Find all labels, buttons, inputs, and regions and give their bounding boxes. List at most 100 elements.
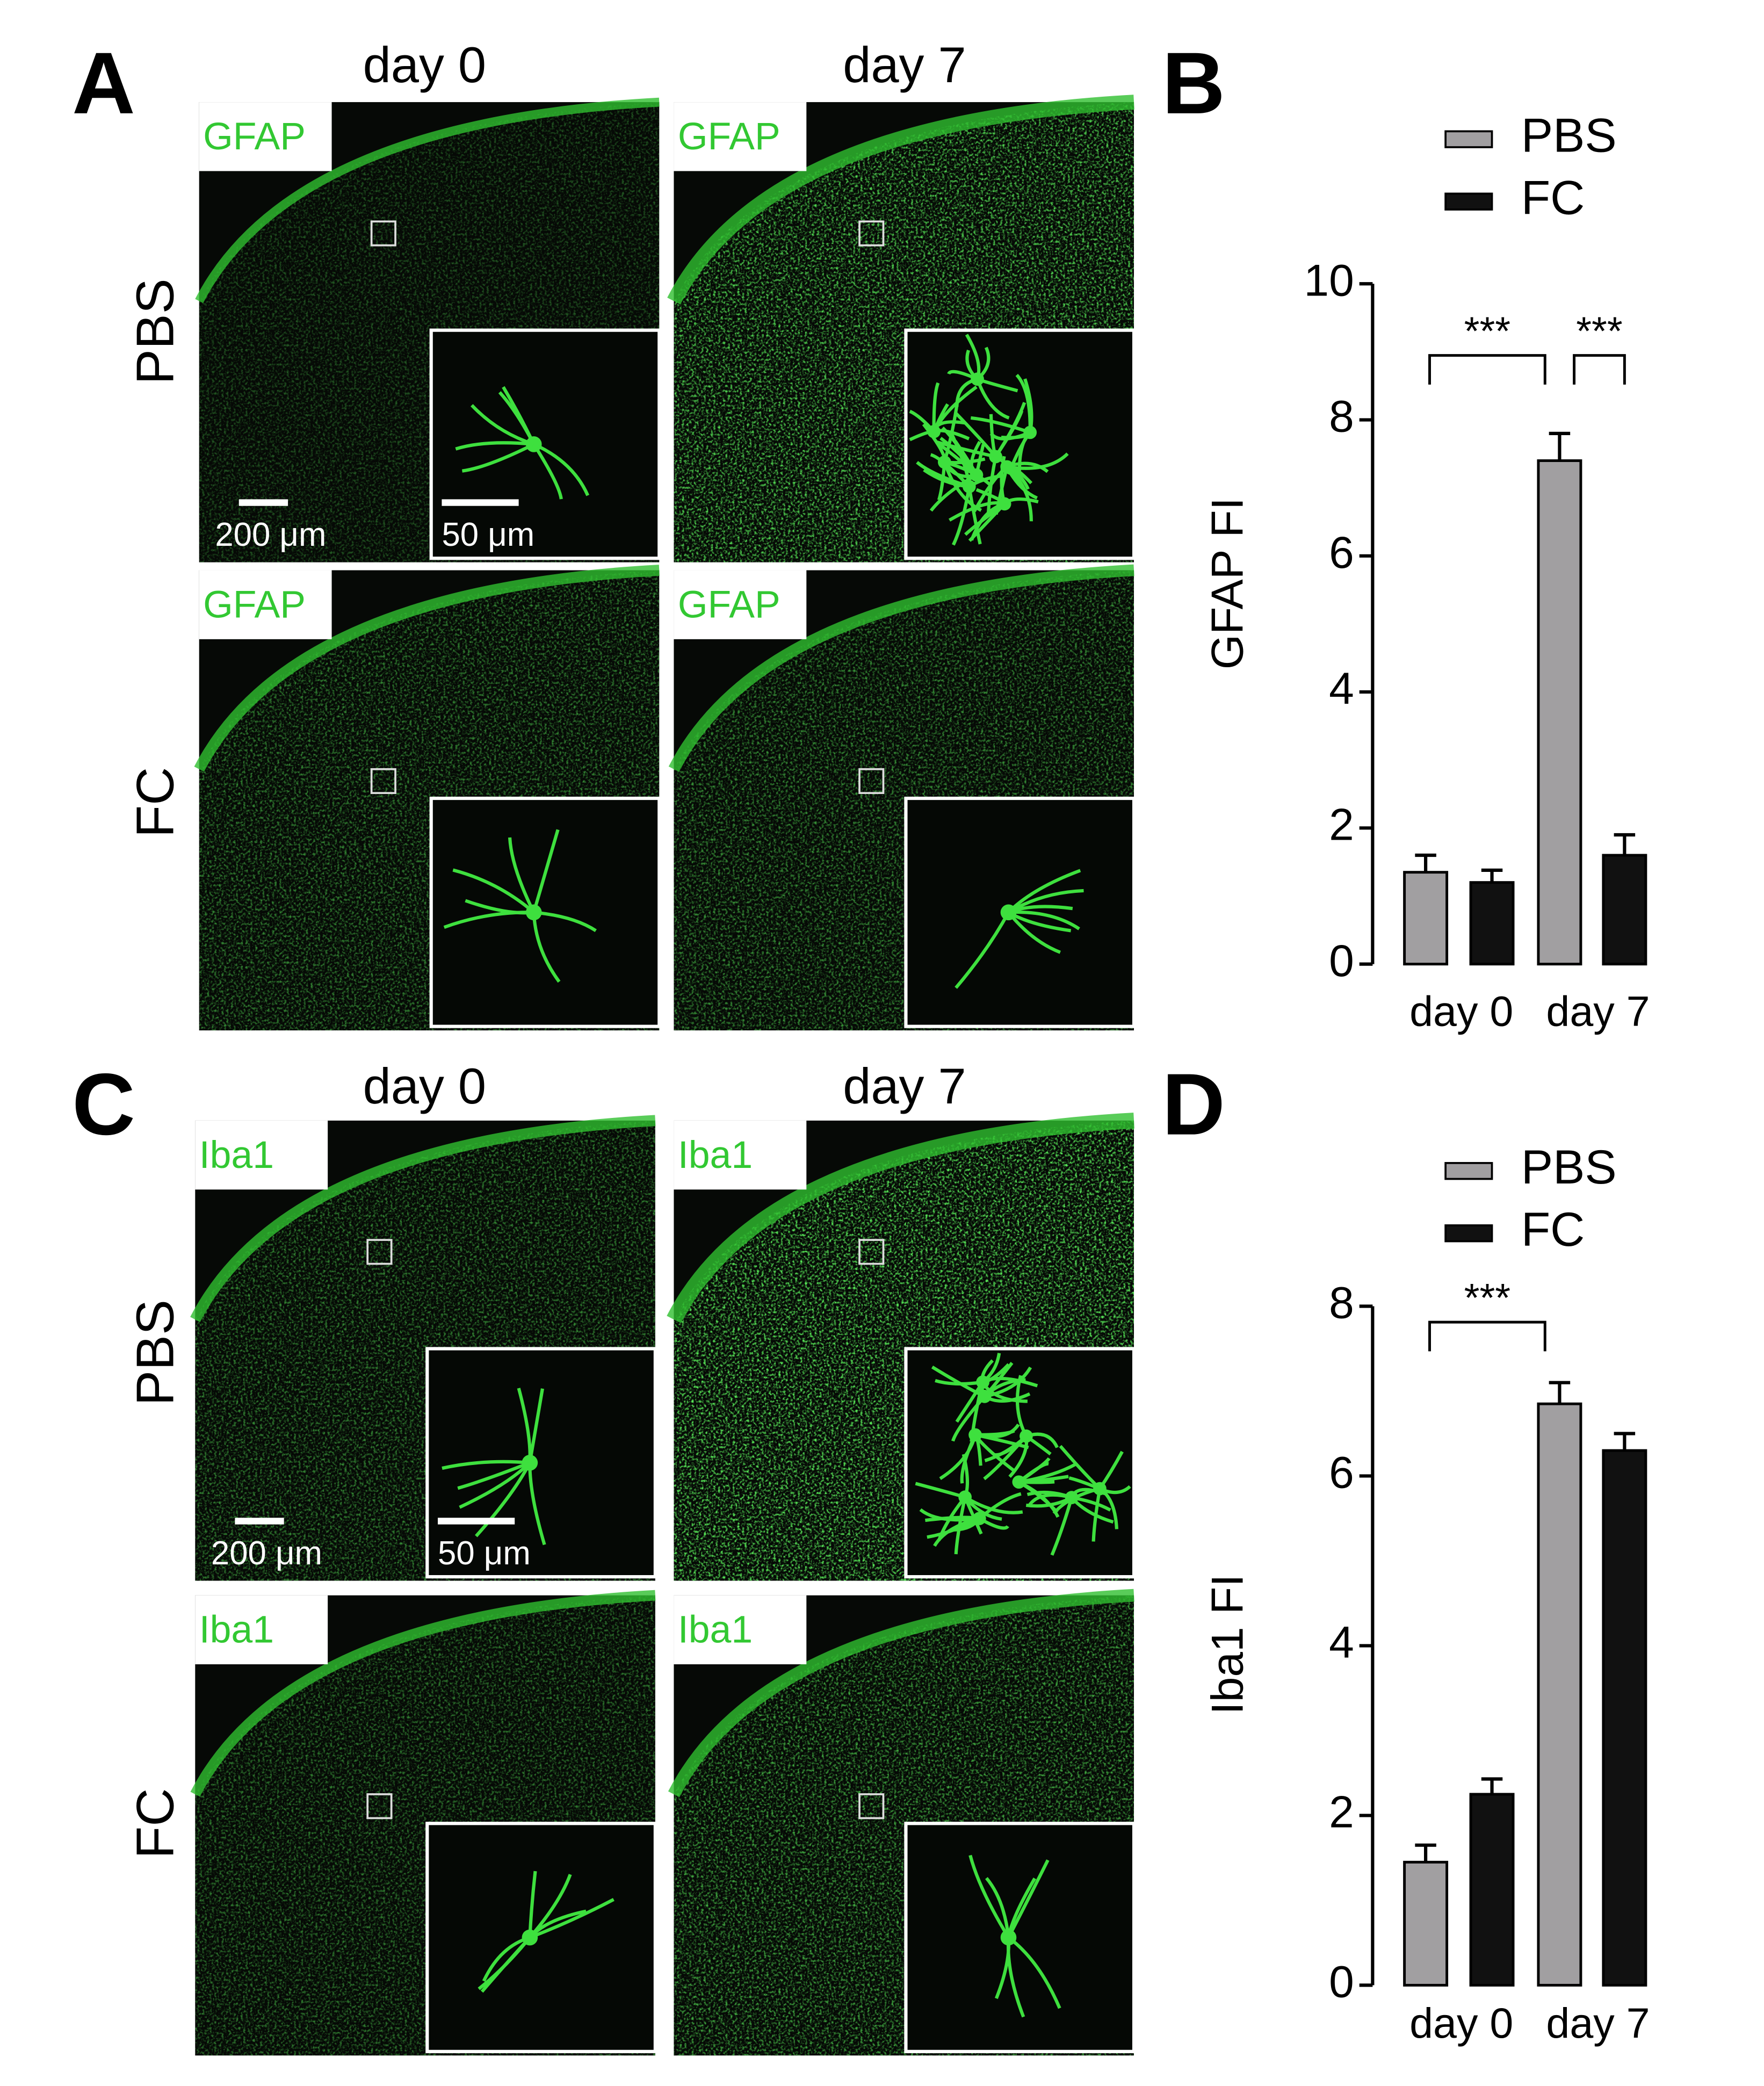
inset — [904, 1822, 1136, 2053]
stain-label: GFAP — [203, 583, 306, 626]
cell-process — [983, 1362, 1014, 1398]
cell-process — [955, 412, 997, 458]
cell-process — [964, 1496, 1023, 1514]
scale-bar-label: 50 μm — [442, 516, 534, 553]
cell-process — [955, 377, 978, 407]
cell-process — [967, 486, 982, 545]
x-tick-label: day 0 — [1409, 987, 1513, 1035]
label-box — [199, 570, 332, 639]
y-tick-label: 8 — [1329, 391, 1354, 442]
cell-process — [502, 386, 536, 445]
y-axis-label: GFAP FI — [1202, 497, 1252, 669]
cell-process — [461, 443, 535, 473]
tissue-edge — [190, 1590, 656, 1797]
x-tick-label: day 7 — [1546, 987, 1650, 1035]
cell-process — [983, 1435, 1028, 1481]
cell-process — [1098, 1450, 1124, 1490]
label-box — [674, 1120, 807, 1190]
micrograph: Iba1 — [190, 1590, 657, 2056]
legend-swatch — [1444, 192, 1493, 211]
micrograph: Iba1 — [667, 1113, 1136, 1581]
cell-process — [1015, 1375, 1028, 1437]
cell-process — [937, 462, 946, 501]
cell-process — [985, 1876, 1010, 1938]
cell-process — [528, 1388, 544, 1463]
cell-process — [529, 1897, 614, 1939]
x-tick-label: day 0 — [1409, 1999, 1513, 2047]
zoom-marker — [370, 768, 396, 795]
cell-process — [932, 382, 940, 432]
cell-process — [943, 401, 959, 463]
zoom-marker — [366, 1239, 393, 1265]
tissue-edge — [194, 565, 660, 772]
cell-process — [951, 486, 971, 546]
cell-process — [978, 1517, 1009, 1530]
label-box — [199, 102, 332, 171]
micrograph: Iba1 200 μm 50 μm — [190, 1115, 657, 1581]
cell-process — [943, 461, 974, 478]
legend-swatch — [1444, 1224, 1493, 1243]
bar — [1403, 871, 1449, 966]
cell-process — [1098, 1487, 1119, 1529]
cell-process — [459, 1461, 531, 1509]
cell-process — [981, 1381, 1028, 1403]
column-header: day 7 — [843, 37, 966, 93]
y-axis-label: Iba1 FI — [1202, 1574, 1252, 1714]
stain-label: GFAP — [678, 115, 780, 158]
column-header: day 0 — [363, 1058, 486, 1114]
label-box — [195, 1120, 328, 1190]
cell-process — [922, 423, 946, 463]
row-header: FC — [126, 767, 185, 838]
cell-process — [1023, 378, 1033, 433]
column-header: day 0 — [363, 37, 486, 93]
cell-process — [976, 347, 991, 381]
legend-label: FC — [1521, 1203, 1585, 1256]
y-tick-label: 8 — [1329, 1277, 1354, 1328]
cell-process — [961, 1454, 970, 1498]
cell-process — [532, 443, 563, 500]
cell-process — [1007, 1859, 1050, 1938]
column-header: day 7 — [843, 1058, 966, 1114]
scale-bar-label: 200 μm — [215, 516, 326, 553]
legend-label: PBS — [1521, 109, 1617, 162]
row-header: PBS — [126, 278, 185, 385]
stain-label: GFAP — [678, 583, 780, 626]
y-tick-label: 10 — [1304, 255, 1354, 305]
cell-process — [975, 1429, 1015, 1437]
cell-process — [968, 1854, 1010, 1939]
cell-process — [915, 1482, 966, 1499]
cell-process — [964, 1496, 1002, 1521]
scale-bar-label: 50 μm — [438, 1535, 531, 1572]
cell-process — [935, 440, 996, 458]
scale-bar-label: 200 μm — [211, 1535, 322, 1572]
cell-process — [1007, 1936, 1061, 2009]
cell-process — [443, 911, 534, 929]
stain-label: Iba1 — [199, 1134, 274, 1176]
legend-label: PBS — [1521, 1141, 1617, 1194]
bar — [1602, 1449, 1647, 1987]
cell-process — [1070, 1488, 1107, 1498]
cell-process — [452, 868, 535, 914]
cell-process — [1007, 1937, 1025, 2018]
zoom-marker — [370, 220, 396, 247]
cell-process — [935, 1379, 984, 1386]
cell-process — [948, 501, 1005, 522]
micrograph: Iba1 — [668, 1589, 1136, 2056]
cell-process — [457, 1461, 531, 1490]
y-tick-label: 6 — [1329, 1447, 1354, 1498]
y-tick-label: 4 — [1329, 663, 1354, 713]
y-tick-label: 0 — [1329, 935, 1354, 986]
cell-process — [982, 1363, 1010, 1384]
cell-process — [947, 370, 978, 381]
tissue-edge — [668, 564, 1134, 772]
significance-label: *** — [1576, 309, 1622, 353]
cell-process — [480, 1936, 531, 1993]
cell-process — [1003, 497, 1039, 506]
cell-process — [1007, 911, 1072, 933]
bar — [1403, 1860, 1449, 1987]
cell-process — [984, 1392, 1031, 1403]
cell-process — [1025, 1434, 1052, 1456]
tissue-edge — [667, 1113, 1134, 1324]
cell-process — [995, 455, 1030, 490]
